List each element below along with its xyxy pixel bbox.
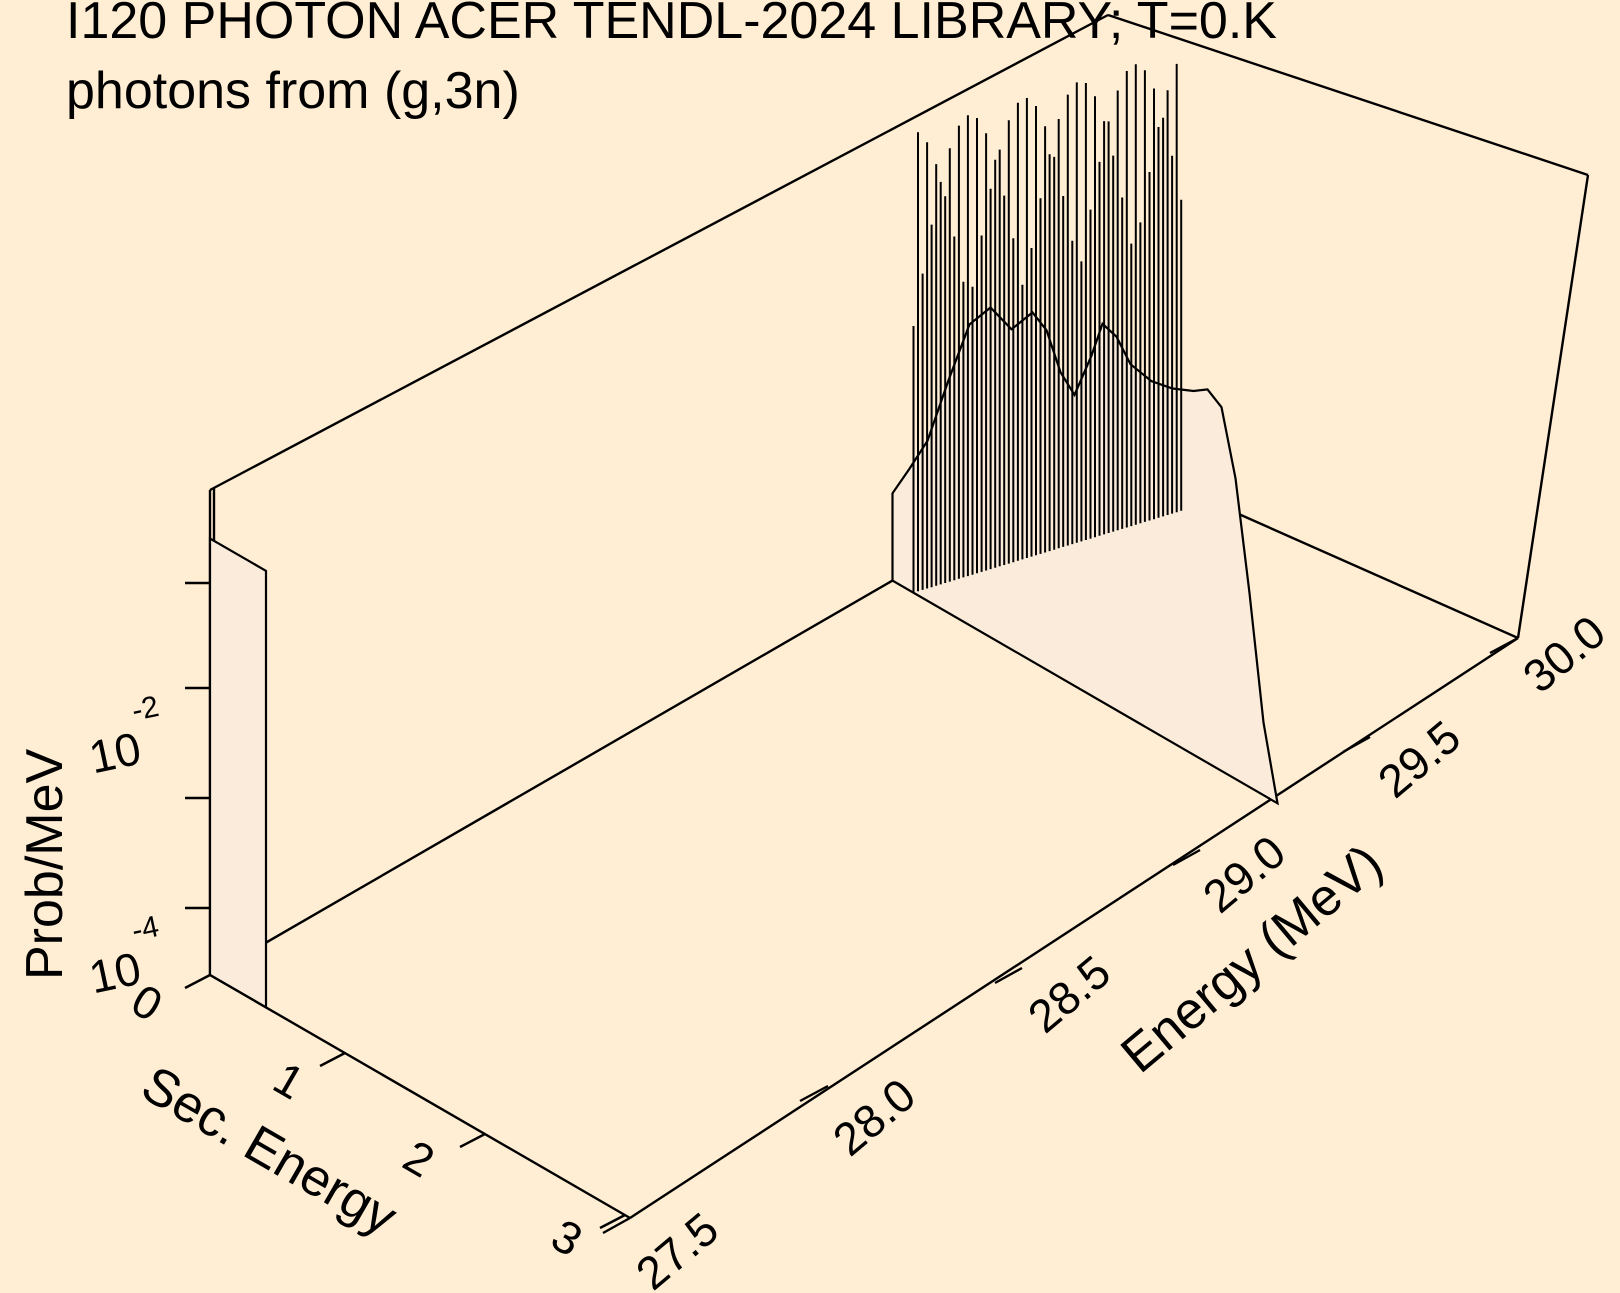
x-axis: 27.5 28.0 28.5 29.0 29.5 30.0 Energy (Me… <box>602 605 1615 1293</box>
z-tick-base: 10 <box>85 942 146 1004</box>
y-tick-label: 1 <box>265 1052 313 1110</box>
back-top-edge <box>209 13 1109 492</box>
chart-title: I120 PHOTON ACER TENDL-2024 LIBRARY; T=0… <box>66 0 1277 50</box>
x-tick <box>1342 735 1371 754</box>
y-axis-label: Sec. Energy <box>132 1055 406 1247</box>
x-tick-label: 27.5 <box>626 1202 728 1293</box>
z-axis-label: Prob/MeV <box>16 748 74 980</box>
z-tick-label-10-2: 10 -2 <box>85 690 162 784</box>
y-tick <box>319 1051 346 1068</box>
z-axis: 10 -2 10 -4 Prob/MeV <box>16 581 210 1004</box>
floor-front-edge <box>629 636 1519 1220</box>
x-tick <box>799 1084 829 1103</box>
x-tick <box>602 1216 631 1235</box>
y-axis-line <box>209 973 631 1220</box>
chart-subtitle: photons from (g,3n) <box>66 62 520 120</box>
right-top-edge <box>1107 13 1589 177</box>
x-tick <box>1489 636 1519 655</box>
z-tick-exponent: -4 <box>129 910 162 948</box>
y-tick <box>459 1132 486 1149</box>
y-tick <box>184 973 211 990</box>
y-tick-label: 2 <box>395 1130 443 1188</box>
y-tick-label: 3 <box>543 1209 591 1267</box>
x-tick <box>1172 848 1201 867</box>
right-vertical-edge <box>1516 174 1590 639</box>
dense-line-layer <box>912 63 1183 593</box>
y-axis: 0 1 2 3 Sec. Energy <box>123 973 631 1267</box>
y-tick <box>599 1213 626 1230</box>
frame <box>208 13 1590 1220</box>
x-tick <box>994 966 1023 985</box>
x-tick-label: 30.0 <box>1513 605 1615 702</box>
z-tick-base: 10 <box>85 722 146 784</box>
z-tick-exponent: -2 <box>129 690 162 728</box>
surface-slice-0 <box>208 536 268 1010</box>
x-tick-label: 28.5 <box>1018 945 1120 1042</box>
